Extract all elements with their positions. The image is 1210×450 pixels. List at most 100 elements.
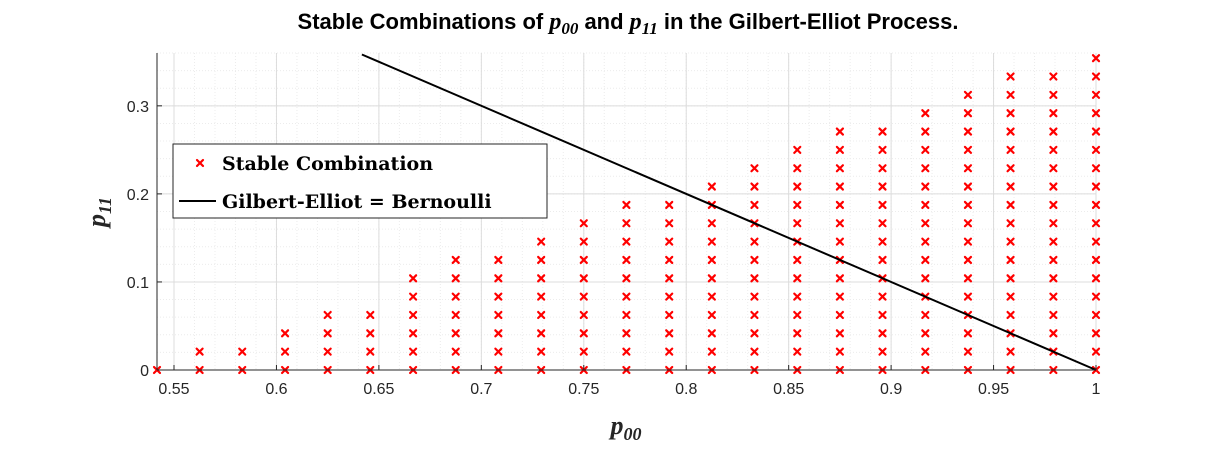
stable-point [1049,274,1058,283]
stable-point [750,237,759,246]
y-tick-label: 0.3 [127,99,149,116]
x-axis-label: p00 [609,411,642,444]
stable-point [1091,255,1101,265]
stable-point [878,237,887,246]
stable-point [750,200,759,210]
stable-point [1049,255,1058,265]
y-axis-label-base: p [82,214,111,229]
stable-point [750,329,759,338]
stable-point [1006,145,1015,154]
title-prefix: Stable Combinations of [298,9,550,34]
stable-point [665,292,674,301]
stable-point [622,237,631,246]
legend-box [172,143,548,219]
stable-point [622,292,631,301]
stable-point [195,347,204,356]
stable-point [963,127,973,136]
stable-point [1091,292,1101,301]
stable-point [665,219,674,228]
stable-point [1091,200,1101,210]
stable-point [537,274,546,283]
stable-point [665,274,674,283]
stable-point [793,219,802,228]
stable-point [921,127,930,136]
stable-point [835,329,844,338]
stable-point [622,274,631,283]
stable-point [1049,237,1058,246]
stable-point [409,292,418,301]
x-tick-label: 1 [1092,381,1101,398]
stable-point [665,237,674,246]
stable-point [1049,109,1058,118]
stable-point [707,255,716,265]
stable-point [921,310,930,320]
stable-point [323,310,332,320]
y-tick-label: 0 [140,363,149,380]
y-tick-label: 0.1 [127,275,149,292]
stable-point [537,292,546,301]
x-axis-label-sub: 00 [624,424,642,444]
stable-point [793,200,802,210]
stable-point [1049,145,1058,154]
stable-point [835,310,844,320]
stable-point [579,237,588,246]
stable-point [1006,219,1015,228]
stable-point [1091,127,1101,136]
stable-point [494,292,503,301]
y-axis-label: p11 [82,197,115,229]
stable-point [537,329,546,338]
title-suffix: in the Gilbert-Elliot Process. [658,9,959,34]
stable-point [878,164,887,173]
stable-point [963,200,973,210]
stable-point [323,347,332,356]
stable-point [451,274,460,283]
stable-point [835,127,844,136]
stable-point [835,145,844,154]
bernoulli-line [361,53,1097,371]
stable-point [750,182,759,191]
stable-point [1006,127,1015,136]
stable-point [963,164,973,173]
stable-point [921,347,930,356]
stable-point [665,310,674,320]
stable-point [1006,255,1015,265]
stable-point [494,329,503,338]
stable-point [238,347,247,356]
stable-point [494,347,503,356]
stable-point [409,310,418,320]
stable-point [1091,145,1101,154]
stable-point [1049,72,1058,81]
stable-point [878,200,887,210]
stable-point [921,200,930,210]
title-sym1-base: p [547,9,561,35]
x-tick-label: 0.55 [158,381,189,398]
stable-point [622,200,631,210]
stable-point [963,255,973,265]
stable-point [793,164,802,173]
x-tick-label: 0.75 [568,381,599,398]
stable-point [1091,347,1101,356]
x-tick-label: 0.7 [470,381,492,398]
stable-point [878,145,887,154]
stable-point [707,347,716,356]
stable-point [1091,237,1101,246]
stable-point [963,347,973,356]
stable-point [963,237,973,246]
stable-point [878,127,887,136]
stable-point [451,310,460,320]
stable-point [622,255,631,265]
stable-point [1091,182,1101,191]
title-sym2-base: p [628,9,642,35]
stable-point [878,255,887,265]
stable-point [963,145,973,154]
stable-point [579,292,588,301]
stable-point [622,219,631,228]
stable-point [963,329,973,338]
stable-point [366,347,375,356]
stable-point [622,310,631,320]
stable-point [280,329,290,338]
stable-point [1049,90,1058,99]
stable-point [665,329,674,338]
stable-point [793,182,802,191]
